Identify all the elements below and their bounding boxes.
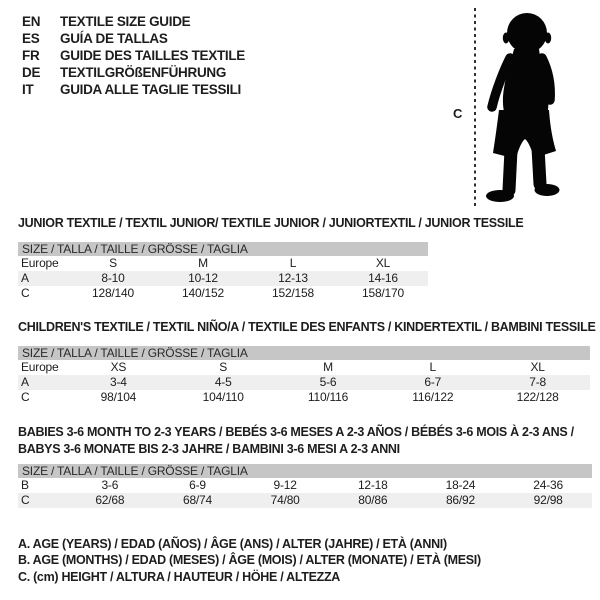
table-row: A 3-4 4-5 5-6 6-7 7-8 — [18, 375, 590, 390]
cell: 24-36 — [533, 478, 563, 492]
cell: M — [323, 360, 333, 374]
size-header-bar: SIZE / TALLA / TAILLE / GRÖSSE / TAGLIA — [18, 464, 592, 478]
row-label: B — [21, 478, 29, 492]
size-header-bar: SIZE / TALLA / TAILLE / GRÖSSE / TAGLIA — [18, 242, 428, 256]
language-row-en: EN TEXTILE SIZE GUIDE — [22, 13, 245, 30]
cell: 122/128 — [516, 390, 559, 404]
cell: 12-13 — [248, 271, 338, 286]
children-table-title: CHILDREN'S TEXTILE / TEXTIL NIÑO/A / TEX… — [18, 320, 596, 334]
size-header-label: SIZE / TALLA / TAILLE / GRÖSSE / TAGLIA — [18, 346, 590, 360]
cell: 104/110 — [202, 390, 244, 404]
note-age-years: A. AGE (YEARS) / EDAD (AÑOS) / ÂGE (ANS)… — [18, 537, 447, 551]
cell: 6-7 — [380, 375, 486, 390]
language-code: ES — [22, 31, 40, 46]
cell: L — [429, 360, 437, 374]
cell: XL — [530, 360, 545, 374]
size-header-bar: SIZE / TALLA / TAILLE / GRÖSSE / TAGLIA — [18, 346, 590, 360]
row-label: Europe — [21, 360, 59, 374]
cell: 98/104 — [100, 390, 137, 404]
cell: M — [198, 256, 208, 270]
row-label: C — [18, 493, 66, 508]
cell: 62/68 — [66, 493, 154, 508]
language-code: EN — [22, 14, 41, 29]
cell: 86/92 — [416, 493, 505, 508]
cell: 74/80 — [241, 493, 329, 508]
cell: 3-4 — [66, 375, 171, 390]
row-label: C — [21, 286, 30, 300]
cell: 116/122 — [412, 390, 454, 404]
language-label: TEXTILGRÖßENFÜHRUNG — [60, 65, 227, 80]
language-code: FR — [22, 48, 40, 63]
cell: 18-24 — [445, 478, 476, 492]
cell: 3-6 — [101, 478, 119, 492]
cell: S — [219, 360, 228, 374]
language-row-fr: FR GUIDE DES TAILLES TEXTILE — [22, 47, 245, 64]
row-label: A — [18, 375, 66, 390]
language-list: EN TEXTILE SIZE GUIDE ES GUÍA DE TALLAS … — [22, 13, 245, 98]
cell: 68/74 — [153, 493, 242, 508]
cell: 140/152 — [182, 286, 224, 300]
language-label: GUIDE DES TAILLES TEXTILE — [60, 48, 246, 63]
baby-silhouette-icon — [486, 13, 560, 202]
size-header-label: SIZE / TALLA / TAILLE / GRÖSSE / TAGLIA — [18, 242, 428, 256]
language-label: GUÍA DE TALLAS — [60, 31, 168, 46]
language-row-de: DE TEXTILGRÖßENFÜHRUNG — [22, 64, 245, 81]
height-marker-label: C — [453, 106, 463, 121]
size-header-label: SIZE / TALLA / TAILLE / GRÖSSE / TAGLIA — [18, 464, 592, 478]
babies-title-line1: BABIES 3-6 MONTH TO 2-3 YEARS / BEBÉS 3-… — [18, 425, 574, 439]
note-height: C. (cm) HEIGHT / ALTURA / HAUTEUR / HÖHE… — [18, 569, 341, 584]
table-row: A 8-10 10-12 12-13 14-16 — [18, 271, 428, 286]
junior-table-title: JUNIOR TEXTILE / TEXTIL JUNIOR/ TEXTILE … — [18, 216, 524, 230]
table-row: Europe XS S M L XL — [18, 360, 590, 375]
cell: L — [289, 256, 297, 270]
cell: 152/158 — [272, 286, 314, 300]
cell: S — [109, 256, 117, 270]
cell: 14-16 — [338, 271, 428, 286]
cell: 8-10 — [68, 271, 158, 286]
language-row-es: ES GUÍA DE TALLAS — [22, 30, 245, 47]
cell: 128/140 — [92, 286, 134, 300]
language-row-it: IT GUIDA ALLE TAGLIE TESSILI — [22, 81, 245, 98]
table-row: C 128/140 140/152 152/158 158/170 — [18, 286, 428, 301]
language-label: GUIDA ALLE TAGLIE TESSILI — [60, 82, 241, 97]
language-label: TEXTILE SIZE GUIDE — [60, 14, 191, 29]
junior-size-table: SIZE / TALLA / TAILLE / GRÖSSE / TAGLIA … — [18, 242, 428, 301]
row-label: C — [21, 390, 30, 404]
cell: XS — [110, 360, 127, 374]
table-row: Europe S M L XL — [18, 256, 428, 271]
cell: 158/170 — [362, 286, 404, 300]
cell: 80/86 — [328, 493, 417, 508]
cell: 12-18 — [357, 478, 388, 492]
cell: 4-5 — [170, 375, 276, 390]
cell: 110/116 — [307, 390, 349, 404]
cell: XL — [375, 256, 391, 270]
language-code: IT — [22, 82, 34, 97]
row-label: Europe — [21, 256, 59, 270]
language-code: DE — [22, 65, 41, 80]
legend-notes: A. AGE (YEARS) / EDAD (AÑOS) / ÂGE (ANS)… — [18, 536, 481, 585]
cell: 6-9 — [189, 478, 206, 492]
note-age-months: B. AGE (MONTHS) / EDAD (MESES) / ÂGE (MO… — [18, 553, 481, 568]
table-row: C 98/104 104/110 110/116 116/122 122/128 — [18, 390, 590, 405]
cell: 92/98 — [504, 493, 592, 508]
table-row: B 3-6 6-9 9-12 12-18 18-24 24-36 — [18, 478, 592, 493]
height-dotted-line — [474, 8, 476, 208]
babies-title-line2: BABYS 3-6 MONATE BIS 2-3 JAHRE / BAMBINI… — [18, 442, 400, 456]
cell: 5-6 — [275, 375, 381, 390]
children-size-table: SIZE / TALLA / TAILLE / GRÖSSE / TAGLIA … — [18, 346, 590, 405]
cell: 9-12 — [273, 478, 297, 492]
table-row: C 62/68 68/74 74/80 80/86 86/92 92/98 — [18, 493, 592, 508]
babies-size-table: SIZE / TALLA / TAILLE / GRÖSSE / TAGLIA … — [18, 464, 592, 508]
row-label: A — [18, 271, 68, 286]
cell: 10-12 — [158, 271, 248, 286]
babies-table-title: BABIES 3-6 MONTH TO 2-3 YEARS / BEBÉS 3-… — [18, 424, 574, 458]
cell: 7-8 — [485, 375, 590, 390]
